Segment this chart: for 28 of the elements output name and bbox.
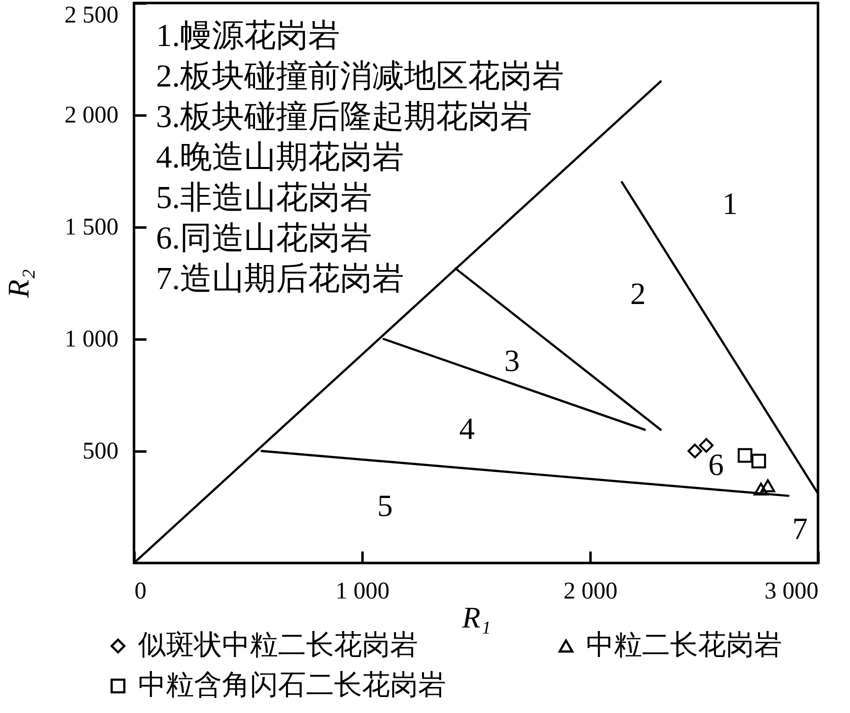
annotation: 6.同造山花岗岩 bbox=[156, 220, 372, 256]
y-tick-label: 2 500 bbox=[64, 2, 118, 28]
annotation: 4.晚造山期花岗岩 bbox=[156, 138, 404, 174]
x-tick-label: 2 000 bbox=[564, 578, 618, 604]
annotation: 5.非造山花岗岩 bbox=[156, 179, 372, 215]
annotation: 6 bbox=[708, 447, 724, 482]
annotation: 1.幔源花岗岩 bbox=[156, 17, 340, 53]
annotation: 2 bbox=[630, 276, 646, 311]
y-axis-title: R₂ bbox=[2, 269, 36, 299]
annotation: 3 bbox=[504, 343, 520, 378]
x-tick-label: 1 000 bbox=[336, 578, 390, 604]
x-tick-label: 3 000 bbox=[764, 578, 818, 604]
legend-label: 似斑状中粒二长花岗岩 bbox=[138, 630, 418, 661]
y-tick-label: 2 000 bbox=[64, 102, 118, 128]
annotation: 2.板块碰撞前消减地区花岗岩 bbox=[156, 58, 564, 94]
legend-label: 中粒含角闪石二长花岗岩 bbox=[138, 670, 446, 701]
y-tick-label: 1 000 bbox=[64, 326, 118, 352]
annotation: 4 bbox=[459, 411, 476, 446]
annotation: 1 bbox=[722, 186, 738, 221]
y-tick-label: 500 bbox=[82, 438, 118, 464]
annotation: 7 bbox=[792, 511, 808, 546]
x-tick-label: 0 bbox=[134, 578, 146, 604]
legend-label: 中粒二长花岗岩 bbox=[586, 630, 782, 661]
annotation: 3.板块碰撞后隆起期花岗岩 bbox=[156, 98, 532, 134]
y-tick-label: 1 500 bbox=[64, 214, 118, 240]
annotation: 7.造山期后花岗岩 bbox=[156, 260, 404, 296]
annotation: 5 bbox=[377, 488, 393, 523]
x-axis-title: R₁ bbox=[461, 602, 491, 634]
